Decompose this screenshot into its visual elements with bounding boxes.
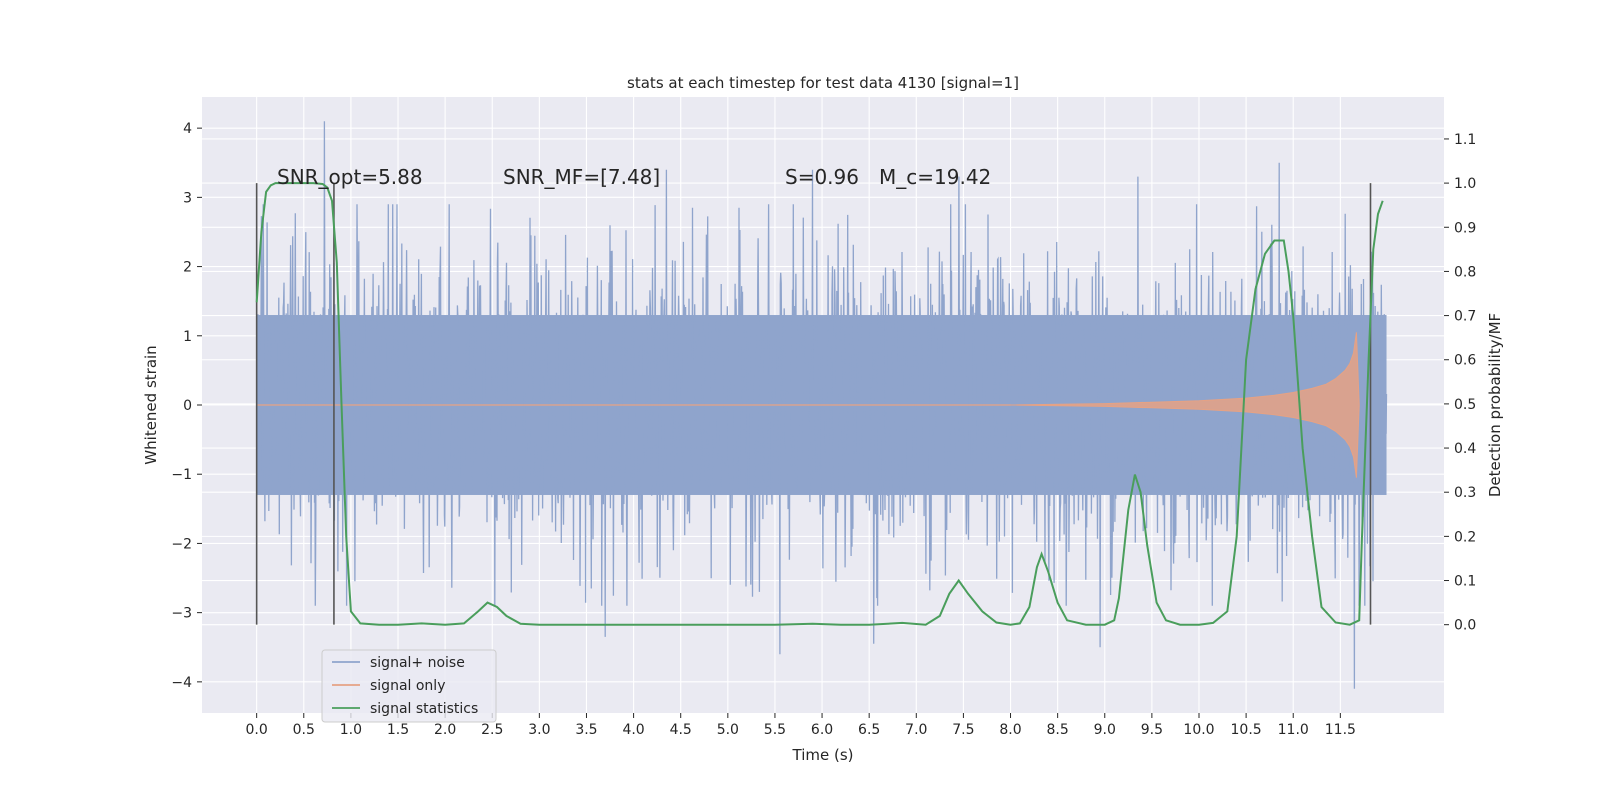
tick-labels: 0.0 0.5 1.0 1.5 2.0 2.5 3.0 3.5 4.0 4.5 5.0 5.5 6.0 6… bbox=[171, 121, 1476, 738]
x-tick-label: 11.0 bbox=[1278, 722, 1309, 738]
x-tick-label: 3.0 bbox=[528, 722, 550, 738]
y-right-tick-label: 0.9 bbox=[1454, 220, 1476, 236]
x-tick-label: 5.5 bbox=[764, 722, 786, 738]
x-tick-label: 4.0 bbox=[622, 722, 644, 738]
signal-noise-line bbox=[256, 121, 1388, 689]
x-tick-label: 5.0 bbox=[717, 722, 739, 738]
signal-only-series bbox=[256, 332, 1360, 478]
window-markers bbox=[255, 183, 1372, 625]
x-tick-label: 10.0 bbox=[1183, 722, 1214, 738]
y-left-tick-label: 1 bbox=[183, 329, 192, 345]
y-right-tick-label: 0.2 bbox=[1454, 529, 1476, 545]
x-tick-label: 1.5 bbox=[387, 722, 409, 738]
x-tick-label: 4.5 bbox=[670, 722, 692, 738]
y-left-tick-label: 0 bbox=[183, 398, 192, 414]
y-left-tick-label: −1 bbox=[171, 467, 192, 483]
legend-label-signal-only: signal only bbox=[370, 678, 445, 694]
y-right-tick-label: 0.8 bbox=[1454, 264, 1476, 280]
x-tick-label: 0.5 bbox=[293, 722, 315, 738]
x-tick-label: 8.5 bbox=[1047, 722, 1069, 738]
x-tick-label: 6.0 bbox=[811, 722, 833, 738]
y-left-tick-label: 3 bbox=[183, 190, 192, 206]
y-right-tick-label: 1.1 bbox=[1454, 132, 1476, 148]
x-tick-label: 2.5 bbox=[481, 722, 503, 738]
y-axis-label-left: Whitened strain bbox=[142, 345, 160, 464]
y-right-tick-label: 0.1 bbox=[1454, 574, 1476, 590]
y-right-tick-label: 0.5 bbox=[1454, 397, 1476, 413]
y-axis-label-right: Detection probability/MF bbox=[1486, 313, 1504, 497]
x-tick-label: 1.0 bbox=[340, 722, 362, 738]
x-axis-label: Time (s) bbox=[792, 746, 854, 764]
x-tick-label: 10.5 bbox=[1231, 722, 1262, 738]
y-left-tick-label: 4 bbox=[183, 121, 192, 137]
y-right-tick-label: 1.0 bbox=[1454, 176, 1476, 192]
chart-title: stats at each timestep for test data 413… bbox=[627, 74, 1019, 92]
y-right-tick-label: 0.3 bbox=[1454, 485, 1476, 501]
x-tick-label: 9.5 bbox=[1141, 722, 1163, 738]
x-tick-label: 8.0 bbox=[999, 722, 1021, 738]
x-tick-label: 6.5 bbox=[858, 722, 880, 738]
y-right-tick-label: 0.6 bbox=[1454, 353, 1476, 369]
x-tick-label: 7.0 bbox=[905, 722, 927, 738]
legend-box bbox=[321, 649, 497, 723]
signal-statistics-series bbox=[255, 182, 1384, 626]
annotation-mc: M_c=19.42 bbox=[879, 165, 991, 189]
y-left-tick-label: −3 bbox=[171, 606, 192, 622]
y-left-tick-label: −2 bbox=[171, 536, 192, 552]
y-right-tick-label: 0.4 bbox=[1454, 441, 1476, 457]
y-left-tick-label: −4 bbox=[171, 675, 192, 691]
legend-label-signal-noise: signal+ noise bbox=[370, 655, 465, 671]
annotation-snr-opt: SNR_opt=5.88 bbox=[277, 165, 423, 189]
signal-statistics-line bbox=[255, 182, 1384, 626]
legend-label-signal-statistics: signal statistics bbox=[370, 701, 478, 717]
x-tick-label: 3.5 bbox=[575, 722, 597, 738]
legend: signal+ noise signal only signal statist… bbox=[321, 649, 497, 723]
y-left-tick-label: 2 bbox=[183, 260, 192, 276]
annotation-s: S=0.96 bbox=[785, 165, 859, 189]
y-right-tick-label: 0.0 bbox=[1454, 618, 1476, 634]
annotation-snr-mf: SNR_MF=[7.48] bbox=[503, 165, 660, 189]
x-tick-label: 2.0 bbox=[434, 722, 456, 738]
y-right-tick-label: 0.7 bbox=[1454, 309, 1476, 325]
x-tick-label: 0.0 bbox=[246, 722, 268, 738]
x-tick-label: 9.0 bbox=[1094, 722, 1116, 738]
x-tick-label: 7.5 bbox=[952, 722, 974, 738]
signal-only-envelope bbox=[1010, 332, 1360, 478]
x-tick-label: 11.5 bbox=[1325, 722, 1356, 738]
annotations: SNR_opt=5.88 SNR_MF=[7.48] S=0.96 M_c=19… bbox=[277, 165, 991, 189]
